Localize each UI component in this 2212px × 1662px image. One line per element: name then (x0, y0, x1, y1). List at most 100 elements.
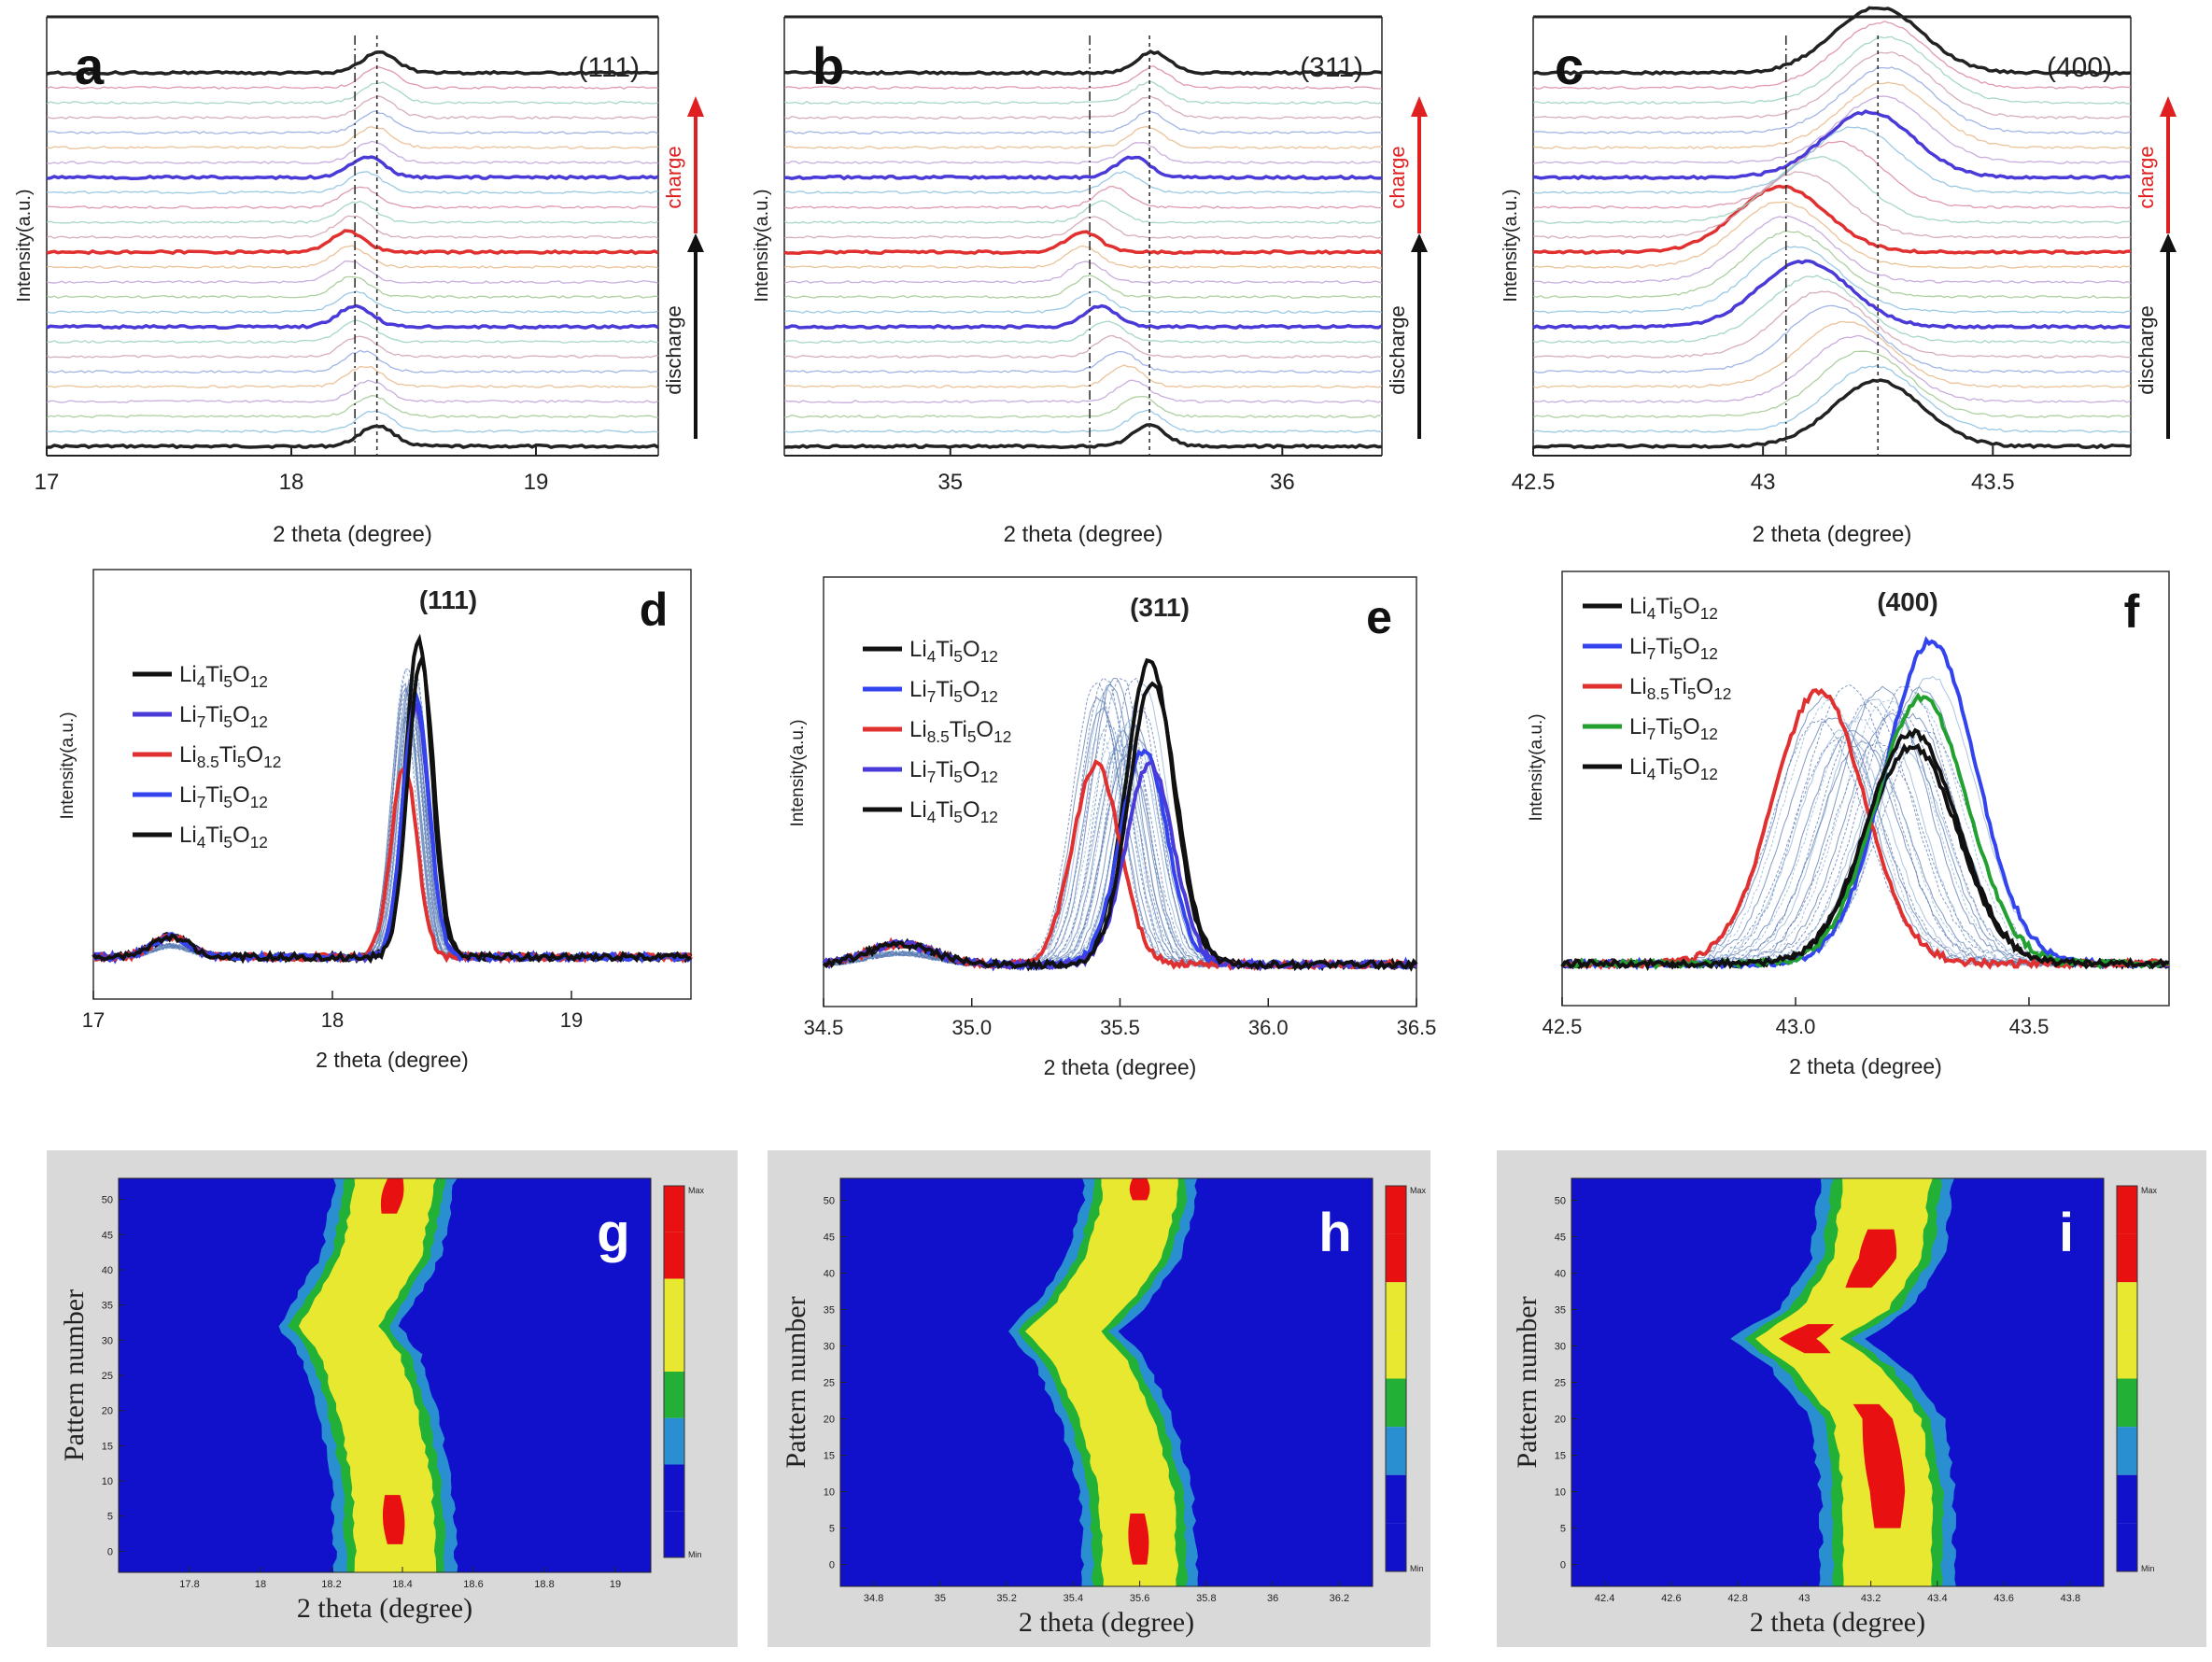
y-tick-label: 30 (824, 1341, 835, 1352)
x-tick-label: 43 (1751, 470, 1776, 495)
formula-part: 7 (197, 712, 206, 731)
x-tick-label: 17 (82, 1008, 105, 1032)
formula-part: Ti (205, 702, 223, 727)
series-line-Li8.5Ti5O12 (1532, 184, 2131, 256)
formula-part: 5 (953, 687, 963, 706)
formula-part: 8.5 (927, 727, 950, 746)
pattern-line (46, 410, 659, 433)
x-tick-label: 18.8 (534, 1579, 554, 1590)
x-tick-label: 34.8 (864, 1593, 883, 1604)
pattern-line (1532, 95, 2132, 164)
pattern-line (46, 140, 659, 164)
y-axis-label: Intensity(a.u.) (58, 711, 77, 819)
formula-part: Ti (1655, 594, 1673, 619)
x-tick-label: 19 (524, 470, 549, 495)
pattern-line (783, 186, 1382, 209)
formula-part: 5 (223, 712, 232, 731)
plot-frame (92, 569, 692, 1000)
x-tick-label: 42.4 (1595, 1593, 1614, 1604)
pattern-line (46, 110, 659, 134)
x-tick-label: 43.5 (2009, 1015, 2050, 1038)
formula-part: 4 (927, 808, 937, 826)
formula-part: O (232, 662, 250, 687)
heatmap-hotspot (1845, 1229, 1897, 1289)
formula-part: O (1683, 594, 1700, 619)
y-tick-label: 15 (102, 1441, 113, 1452)
pattern-line (46, 379, 659, 403)
formula-part: 7 (197, 793, 206, 811)
pattern-line (783, 364, 1383, 388)
legend-label: Li8.5Ti5O12 (909, 717, 1011, 746)
x-tick-label: 35.5 (1100, 1016, 1140, 1039)
pattern-line (1532, 275, 2132, 344)
colorbar-segment (2117, 1523, 2137, 1571)
formula-part: O (963, 797, 980, 823)
colorbar-segment (1386, 1330, 1406, 1379)
heatmap-hotspot (1779, 1324, 1835, 1354)
y-tick-label: 25 (824, 1378, 835, 1389)
pattern-line (1532, 304, 2132, 373)
colorbar-segment (2117, 1474, 2137, 1524)
formula-part: Li (909, 757, 927, 782)
y-axis-label: Intensity(a.u.) (14, 189, 35, 302)
x-axis-label: 2 theta (degree) (1753, 522, 1912, 547)
heatmap-hotspot (1128, 1514, 1149, 1565)
discharge-label: discharge (1386, 305, 1409, 394)
formula-part: Ti (936, 757, 953, 782)
pattern-line (46, 66, 659, 90)
formula-part: 7 (927, 687, 937, 706)
x-tick-label: 18 (279, 470, 304, 495)
pattern-line (46, 200, 659, 224)
pattern-line (783, 125, 1383, 149)
colorbar-segment (2117, 1282, 2137, 1331)
panel-letter: b (812, 36, 844, 95)
formula-part: 5 (1673, 765, 1683, 783)
formula-part: 12 (980, 647, 998, 666)
y-tick-label: 50 (1555, 1195, 1566, 1206)
legend-label: Li4Ti5O12 (1629, 594, 1718, 623)
discharge-label: discharge (2135, 305, 2158, 394)
plot-frame (1561, 570, 2170, 1007)
x-axis-label: 2 theta (degree) (273, 522, 432, 547)
panel-title: (111) (419, 585, 477, 614)
legend-label: Li7Ti5O12 (1629, 714, 1718, 743)
formula-part: 12 (250, 793, 268, 811)
panel-letter: d (640, 584, 669, 636)
pattern-line (1532, 364, 2131, 433)
x-axis-label: 2 theta (degree) (1044, 1055, 1197, 1079)
formula-part: 12 (980, 808, 998, 826)
formula-part: 4 (1647, 765, 1656, 783)
x-tick-label: 35 (937, 470, 963, 495)
pattern-line (46, 395, 659, 418)
intermediate-line (1561, 709, 2170, 967)
formula-part: O (232, 782, 250, 808)
series-line-Li7Ti5O12 (783, 303, 1383, 331)
y-tick-label: 45 (1555, 1232, 1566, 1243)
formula-part: Li (179, 662, 197, 687)
pattern-line (1532, 246, 2132, 314)
y-tick-label: 0 (829, 1560, 835, 1571)
formula-part: 12 (980, 768, 998, 786)
colorbar-segment (2117, 1378, 2137, 1428)
formula-part: 4 (197, 672, 206, 691)
formula-part: Ti (936, 677, 953, 702)
pattern-line (783, 142, 1383, 164)
colorbar-segment (664, 1372, 684, 1418)
colorbar-segment (1386, 1378, 1406, 1428)
formula-part: O (963, 757, 980, 782)
series-line-Li4Ti5O12 (1532, 378, 2132, 450)
charge-label: charge (1386, 146, 1409, 208)
legend-label: Li7Ti5O12 (179, 782, 268, 811)
formula-part: 4 (197, 833, 206, 852)
formula-part: Li (1629, 594, 1647, 619)
x-tick-label: 43.2 (1861, 1593, 1881, 1604)
y-tick-label: 20 (1555, 1415, 1566, 1426)
colorbar-segment (2117, 1330, 2137, 1379)
pattern-line (46, 186, 659, 209)
y-tick-label: 30 (1555, 1341, 1566, 1352)
colorbar-segment (1386, 1186, 1406, 1234)
charge-arrow-head (1411, 96, 1428, 117)
x-tick-label: 42.5 (1543, 1015, 1583, 1038)
formula-part: Ti (219, 742, 237, 768)
